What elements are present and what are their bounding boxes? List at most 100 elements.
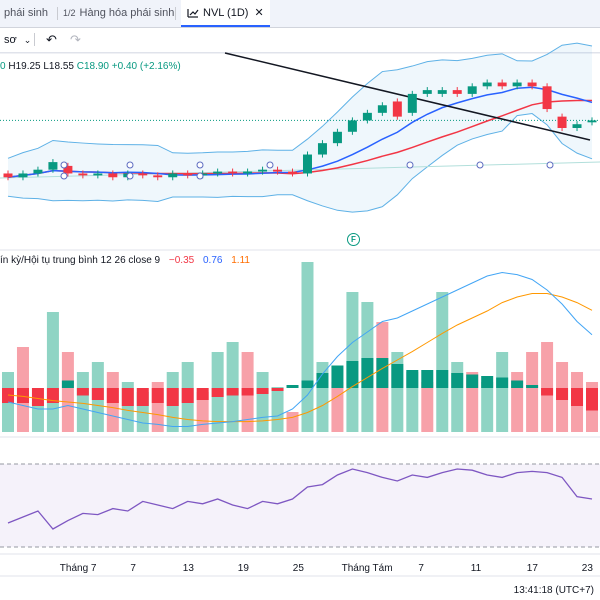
macd-histogram-bar	[106, 388, 119, 403]
ma-fast-line	[7, 86, 593, 179]
candle-body	[138, 173, 148, 176]
candle-body	[482, 82, 492, 87]
candle-body	[168, 173, 178, 178]
macd-histogram-bar	[211, 388, 224, 397]
volume-bar	[121, 382, 134, 432]
candle-body	[497, 82, 507, 87]
rsi-line	[7, 468, 593, 530]
candle-body	[302, 154, 312, 174]
candle-body	[437, 90, 447, 94]
candle-body	[557, 116, 567, 128]
candle-body	[407, 93, 417, 113]
macd-line	[7, 271, 593, 427]
volume-bar	[331, 382, 344, 432]
volume-bar	[196, 392, 209, 432]
volume-bar	[436, 292, 449, 432]
candle-body	[273, 169, 283, 172]
candle-body	[392, 101, 402, 117]
legend-open: 0	[0, 61, 6, 72]
time-axis-label: 11	[470, 563, 482, 574]
candle-body	[572, 124, 582, 128]
toolbar-menu[interactable]: sơ ⌄	[4, 32, 31, 48]
candle-body	[288, 171, 298, 174]
macd-histogram-bar	[181, 388, 194, 403]
macd-histogram-bar	[196, 388, 209, 400]
volume-bar	[301, 262, 314, 432]
tab-nvl[interactable]: NVL (1D) ✕	[181, 0, 270, 27]
redo-icon[interactable]: ↷	[70, 32, 81, 47]
candle-body	[452, 90, 462, 94]
tab-separator	[57, 7, 58, 20]
macd-signal-line	[7, 293, 593, 423]
macd-histogram-bar	[121, 388, 134, 406]
candle-body	[33, 169, 43, 174]
time-axis-label: Tháng Tám	[341, 563, 393, 574]
macd-histogram-bar	[316, 373, 329, 388]
candle-body	[78, 173, 88, 176]
event-marker-icon	[476, 161, 484, 169]
volume-bar	[256, 372, 269, 432]
macd-histogram-bar	[16, 388, 29, 403]
candle-body	[542, 86, 552, 110]
macd-histogram-bar	[496, 377, 509, 388]
macd-histogram-bar	[136, 388, 149, 406]
macd-histogram-bar	[406, 370, 419, 388]
macd-histogram-bar	[436, 370, 449, 388]
close-icon[interactable]: ✕	[254, 7, 264, 19]
event-marker-icon	[126, 161, 134, 169]
candle-body	[153, 175, 163, 178]
candle-body	[587, 120, 597, 123]
toolbar: sơ ⌄ ↶ ↷	[0, 28, 600, 53]
undo-icon[interactable]: ↶	[46, 32, 57, 47]
macd-hist-value: −0.35	[168, 255, 195, 266]
candle-body	[48, 162, 58, 170]
macd-histogram-bar	[91, 388, 104, 400]
time-axis-label: 7	[418, 563, 424, 574]
event-marker-icon	[60, 161, 68, 169]
toolbar-menu-label: sơ	[4, 34, 17, 46]
volume-bar	[31, 402, 44, 432]
macd-histogram-bar	[571, 388, 584, 406]
volume-bar	[316, 362, 329, 432]
candle-body	[317, 143, 327, 155]
macd-histogram-bar	[46, 388, 59, 403]
time-axis-label: 17	[526, 563, 538, 574]
macd-line-value: 0.76	[202, 255, 223, 266]
candle-body	[228, 171, 238, 174]
macd-histogram-bar	[331, 365, 344, 388]
macd-histogram-bar	[256, 388, 269, 394]
event-marker-icon	[546, 161, 554, 169]
volume-bar	[496, 352, 509, 432]
trend-line	[224, 52, 591, 141]
legend-high: H19.25	[8, 61, 41, 72]
macd-histogram-bar	[271, 388, 284, 391]
tab-phai-sinh[interactable]: phái sinh	[4, 0, 48, 27]
event-marker-icon	[196, 161, 204, 169]
candle-body	[467, 86, 477, 94]
volume-bar	[481, 382, 494, 432]
macd-histogram-bar	[586, 388, 598, 411]
tab-hang-hoa-phai-sinh[interactable]: 1/2 Hàng hóa phái sinh	[63, 0, 174, 27]
macd-histogram-bar	[76, 388, 89, 396]
time-axis-label: Tháng 7	[59, 563, 97, 574]
macd-label: ín kỳ/Hội tụ trung bình 12 26 close 9	[0, 255, 161, 266]
clock[interactable]: 13:41:18 (UTC+7)	[513, 585, 594, 596]
event-marker-icon	[406, 161, 414, 169]
flag-marker[interactable]: F	[347, 233, 360, 246]
chart-icon	[187, 9, 199, 18]
candle-body	[362, 112, 372, 121]
macd-histogram-bar	[421, 370, 434, 388]
event-marker-icon	[196, 172, 204, 180]
tab-label: Hàng hóa phái sinh	[79, 7, 175, 19]
volume-bar	[421, 382, 434, 432]
volume-bar	[286, 412, 299, 432]
candle-body	[527, 82, 537, 87]
candle-body	[3, 173, 13, 178]
candle-body	[93, 173, 103, 176]
macd-histogram-bar	[346, 361, 359, 388]
time-axis-label: 19	[237, 563, 249, 574]
legend-change: +0.40 (+2.16%)	[111, 61, 181, 72]
chevron-down-icon: ⌄	[23, 35, 32, 45]
macd-histogram-bar	[391, 364, 404, 388]
